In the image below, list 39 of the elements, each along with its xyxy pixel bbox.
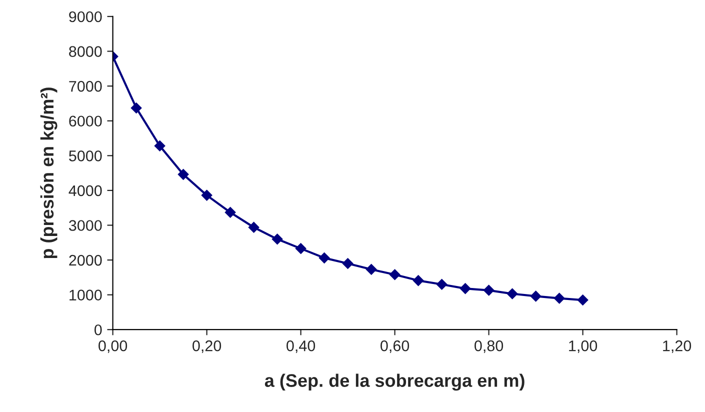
point	[436, 278, 448, 290]
x-tick-label: 1,00	[569, 340, 598, 354]
point	[483, 284, 494, 296]
x-tick-label: 0,80	[474, 340, 504, 354]
y-tick-label: 7000	[69, 80, 102, 92]
x-axis-title: a (Sep. de la sobrecarga en m)	[264, 374, 524, 391]
x-tick-label: 0,40	[286, 340, 316, 354]
point	[154, 140, 166, 152]
y-tick-label: 0	[94, 324, 102, 336]
point	[178, 169, 189, 180]
point	[389, 269, 400, 280]
y-tick-label: 5000	[69, 150, 102, 162]
y-tick-label: 8000	[69, 46, 102, 57]
y-axis-title: p (presión en kg/m²)	[40, 88, 58, 258]
y-tick-label: 1000	[70, 290, 102, 300]
point	[130, 102, 142, 114]
point	[577, 294, 588, 306]
y-tick-label: 2000	[69, 254, 102, 266]
x-tick-label: 0,60	[380, 340, 410, 354]
point	[506, 288, 518, 300]
y-tick-label: 9000	[69, 11, 102, 22]
point	[412, 275, 424, 286]
x-tick-label: 0,20	[192, 340, 222, 354]
point	[318, 252, 330, 264]
x-tick-label: 1,20	[663, 340, 692, 354]
y-tick-label: 6000	[69, 116, 102, 127]
point	[201, 190, 212, 201]
point	[342, 258, 354, 269]
point	[530, 290, 542, 302]
x-tick-label: 0,00	[98, 340, 128, 354]
point	[272, 234, 283, 245]
point	[295, 243, 306, 254]
point	[554, 292, 565, 304]
point	[366, 264, 377, 275]
y-tick-label: 4000	[68, 185, 102, 196]
point	[248, 222, 260, 233]
point	[460, 283, 471, 294]
point	[224, 206, 236, 218]
y-tick-label: 3000	[68, 220, 102, 231]
